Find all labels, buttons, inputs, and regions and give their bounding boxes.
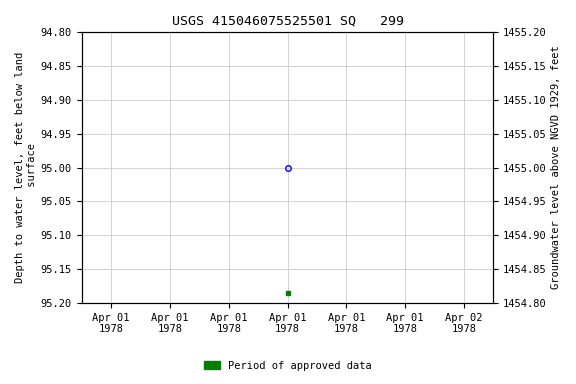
Y-axis label: Depth to water level, feet below land
 surface: Depth to water level, feet below land su… bbox=[15, 52, 37, 283]
Y-axis label: Groundwater level above NGVD 1929, feet: Groundwater level above NGVD 1929, feet bbox=[551, 46, 561, 290]
Title: USGS 415046075525501 SQ   299: USGS 415046075525501 SQ 299 bbox=[172, 15, 404, 28]
Legend: Period of approved data: Period of approved data bbox=[200, 357, 376, 375]
